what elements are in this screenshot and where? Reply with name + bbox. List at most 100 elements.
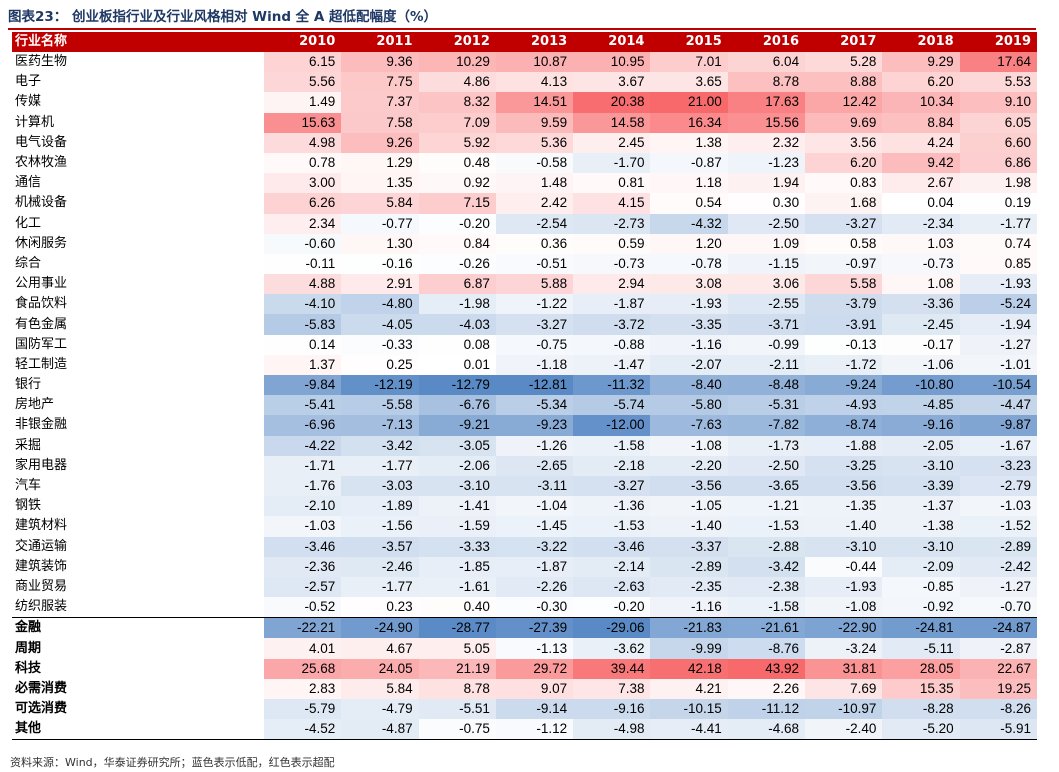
- table-row: 化工 2.34 -0.77 -0.20 -2.54 -2.73 -4.32 -2.50 -3.2…: [12, 213, 1037, 234]
- value-cell: -1.27: [959, 576, 1037, 598]
- table-row: 电子 5.56 7.75 4.86 4.13 3.67 3.65 8.78 8.88 6.20 5.…: [12, 72, 1037, 93]
- row-label: 化工: [15, 215, 42, 231]
- value-cell: -3.91: [805, 314, 883, 335]
- value-cell: 15.35: [882, 678, 960, 699]
- value-cell: -1.53: [573, 516, 651, 537]
- value-cell: -2.38: [727, 576, 806, 598]
- source-note: 资料来源：Wind，华泰证券研究所；蓝色表示低配，红色表示超配: [10, 756, 335, 769]
- value-cell: 4.13: [495, 72, 574, 93]
- value-cell: -1.89: [341, 496, 419, 517]
- table-row: 计算机 15.63 7.58 7.09 9.59 14.58 16.34 15.56 9.69 8…: [12, 112, 1037, 133]
- value-cell: 31.81: [805, 658, 883, 679]
- table-row: 传媒 1.49 7.37 8.32 14.51 20.38 21.00 17.63 12.42 1…: [12, 92, 1037, 113]
- value-cell: -2.09: [882, 556, 960, 577]
- value-cell: -5.74: [573, 395, 651, 416]
- value-cell: -4.93: [805, 395, 883, 416]
- value-cell: 0.01: [418, 354, 496, 375]
- value-cell: -2.63: [573, 576, 651, 598]
- value-cell: 4.67: [341, 638, 419, 659]
- value-cell: 14.58: [573, 112, 651, 133]
- value-cell: 1.38: [650, 132, 728, 153]
- row-label: 必需消费: [15, 680, 68, 696]
- value-cell: 0.92: [418, 173, 496, 194]
- value-cell: -3.56: [650, 475, 728, 497]
- value-cell: -12.79: [418, 375, 496, 396]
- value-cell: -2.45: [882, 314, 960, 335]
- value-cell: -0.75: [495, 334, 574, 355]
- value-cell: -1.03: [264, 516, 342, 537]
- value-cell: 7.69: [805, 678, 883, 699]
- value-cell: -2.42: [959, 556, 1037, 577]
- value-cell: 10.34: [882, 92, 960, 113]
- value-cell: 1.35: [341, 173, 419, 194]
- value-cell: -21.83: [650, 617, 728, 639]
- value-cell: -3.62: [573, 638, 651, 659]
- header-industry-name: 行业名称: [12, 32, 264, 52]
- value-cell: 10.87: [495, 52, 574, 73]
- summary-row: 可选消费 -5.79 -4.79 -5.51 -9.14 -9.16 -10.15 -11.1…: [12, 699, 1037, 720]
- value-cell: 5.56: [264, 72, 342, 93]
- value-cell: -5.11: [882, 638, 960, 659]
- value-cell: 1.09: [727, 233, 806, 254]
- value-cell: -1.35: [805, 496, 883, 517]
- value-cell: -0.13: [805, 334, 883, 355]
- value-cell: -0.73: [882, 253, 960, 275]
- value-cell: -2.46: [341, 556, 419, 577]
- value-cell: 20.38: [573, 92, 651, 113]
- value-cell: 5.05: [418, 638, 496, 659]
- value-cell: -10.54: [959, 375, 1037, 396]
- value-cell: -1.47: [573, 354, 651, 375]
- value-cell: 3.67: [573, 72, 651, 93]
- value-cell: 1.37: [264, 354, 342, 375]
- table-row: 通信 3.00 1.35 0.92 1.48 0.81 1.18 1.94 0.83 2.67 1.…: [12, 173, 1037, 194]
- value-cell: -28.77: [418, 617, 496, 639]
- value-cell: 4.88: [264, 274, 342, 295]
- value-cell: -6.76: [418, 395, 496, 416]
- table-row: 银行 -9.84 -12.19 -12.79 -12.81 -11.32 -8.40 -8.4…: [12, 375, 1037, 396]
- row-label: 国防军工: [15, 336, 68, 352]
- value-cell: -3.72: [573, 314, 651, 335]
- value-cell: 5.84: [341, 193, 419, 214]
- value-cell: 16.34: [650, 112, 728, 133]
- summary-row: 其他 -4.52 -4.87 -0.75 -1.12 -4.98 -4.41 -4.68 -2.…: [12, 719, 1037, 741]
- value-cell: 4.15: [573, 193, 651, 214]
- value-cell: -1.70: [573, 152, 651, 174]
- value-cell: 6.87: [418, 274, 496, 295]
- row-label: 非银金融: [15, 417, 68, 433]
- row-label: 科技: [15, 660, 42, 676]
- value-cell: -6.96: [264, 415, 342, 436]
- value-cell: -1.58: [727, 597, 806, 618]
- value-cell: -1.38: [882, 516, 960, 537]
- table-row: 国防军工 0.14 -0.33 0.08 -0.75 -0.88 -1.16 -0.99 -0.…: [12, 334, 1037, 355]
- value-cell: 7.15: [418, 193, 496, 214]
- value-cell: 24.05: [341, 658, 419, 679]
- value-cell: 0.83: [805, 173, 883, 194]
- value-cell: 9.36: [341, 52, 419, 73]
- value-cell: 2.91: [341, 274, 419, 295]
- value-cell: 2.83: [264, 678, 342, 699]
- value-cell: -3.11: [495, 475, 574, 497]
- table-row: 家用电器 -1.71 -1.77 -2.06 -2.65 -2.18 -2.20 -2.50-…: [12, 455, 1037, 476]
- value-cell: 2.45: [573, 132, 651, 153]
- value-cell: -1.72: [805, 354, 883, 375]
- value-cell: 1.29: [341, 152, 419, 174]
- row-label: 交通运输: [15, 538, 68, 554]
- value-cell: -2.10: [264, 496, 342, 517]
- value-cell: -3.24: [805, 638, 883, 659]
- value-cell: 0.59: [573, 233, 651, 254]
- row-label: 建筑装饰: [15, 558, 68, 574]
- value-cell: -21.61: [727, 617, 806, 639]
- value-cell: -0.92: [882, 597, 960, 618]
- header-row: 行业名称 2010 2011 2012 2013 2014 2015 2016 …: [12, 32, 1037, 52]
- value-cell: -1.45: [495, 516, 574, 537]
- value-cell: 2.26: [727, 678, 806, 699]
- value-cell: 6.26: [264, 193, 342, 214]
- value-cell: 4.24: [882, 132, 960, 153]
- value-cell: 0.14: [264, 334, 342, 355]
- value-cell: -2.87: [959, 638, 1037, 659]
- value-cell: -1.41: [418, 496, 496, 517]
- value-cell: 6.20: [882, 72, 960, 93]
- value-cell: -1.01: [959, 354, 1037, 375]
- table-row: 商业贸易 -2.57 -1.77 -1.61 -2.26 -2.63 -2.35 -2.38-…: [12, 576, 1037, 598]
- value-cell: -11.12: [727, 699, 806, 720]
